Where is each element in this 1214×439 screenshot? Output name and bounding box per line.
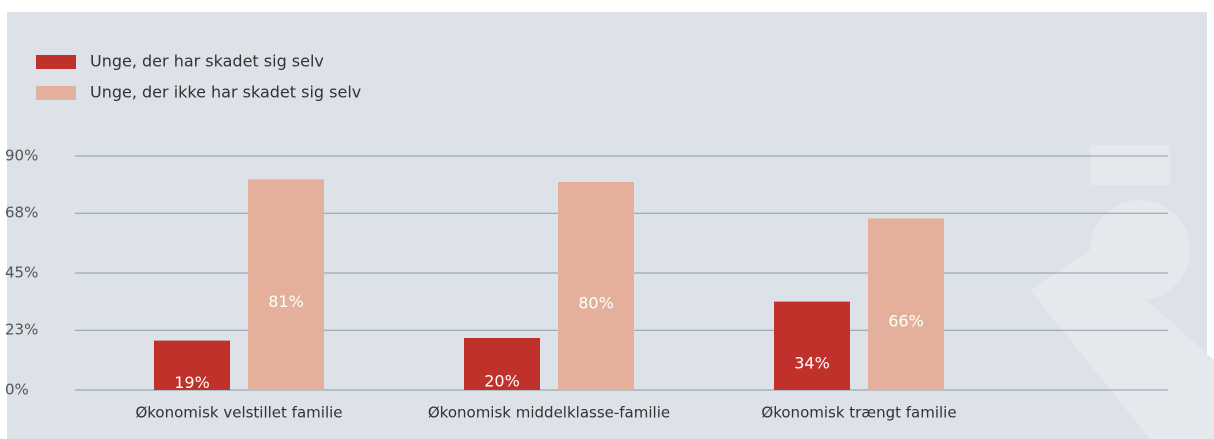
bar <box>868 218 944 390</box>
data-label: 20% <box>484 372 520 391</box>
y-tick-label: 90% <box>5 147 38 165</box>
legend-label: Unge, der ikke har skadet sig selv <box>90 83 361 102</box>
data-label: 81% <box>268 292 304 311</box>
legend-swatch <box>36 86 76 100</box>
x-tick-label: Økonomisk middelklasse-familie <box>428 404 670 422</box>
bar <box>248 179 324 390</box>
x-tick-label: Økonomisk velstillet familie <box>135 404 342 422</box>
bar <box>558 182 634 390</box>
bar <box>774 301 850 390</box>
data-label: 19% <box>174 373 210 392</box>
watermark <box>1030 145 1214 439</box>
bar <box>464 338 540 390</box>
data-label: 66% <box>888 312 924 331</box>
data-label: 80% <box>578 294 614 313</box>
x-tick-label: Økonomisk trængt familie <box>761 404 956 422</box>
bar <box>154 340 230 390</box>
legend-swatch <box>36 55 76 69</box>
y-tick-label: 68% <box>5 204 38 222</box>
data-label: 34% <box>794 353 830 372</box>
legend-label: Unge, der har skadet sig selv <box>90 52 324 71</box>
y-tick-label: 45% <box>5 264 38 282</box>
y-tick-label: 23% <box>5 321 38 339</box>
y-tick-label: 0% <box>5 381 29 399</box>
